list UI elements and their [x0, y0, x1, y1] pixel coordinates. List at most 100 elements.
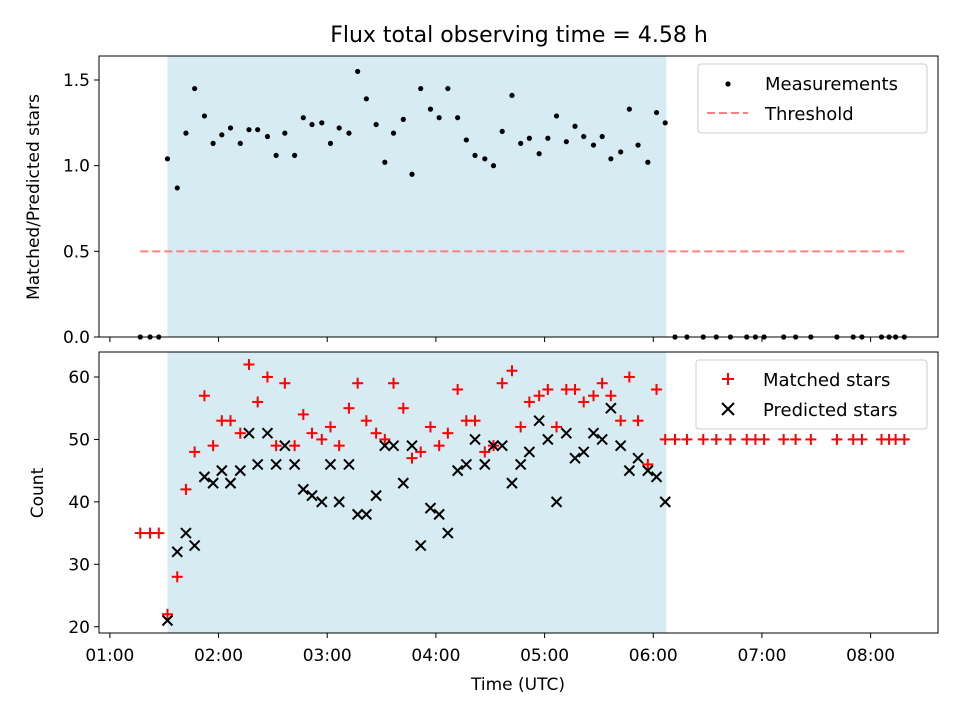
predicted-star-stroke	[180, 527, 192, 539]
predicted-star-point	[397, 477, 410, 489]
chart-title: Flux total observing time = 4.58 h	[330, 23, 708, 48]
predicted-star-point	[479, 458, 491, 471]
counts-legend-box	[695, 359, 928, 430]
predicted-star-stroke	[632, 452, 644, 464]
predicted-star-stroke	[161, 614, 174, 627]
matched-star-point	[316, 433, 328, 445]
x-axis-label: Time (UTC)	[470, 675, 565, 695]
predicted-star-stroke	[642, 464, 654, 477]
matched-star-point	[379, 433, 391, 445]
ratio-x-axis	[109, 337, 872, 342]
predicted-star-point	[343, 458, 355, 471]
predicted-star-point	[496, 439, 508, 452]
predicted-star-stroke	[596, 433, 608, 446]
y-tick-label: 1.0	[63, 157, 90, 177]
predicted-star-point	[632, 452, 644, 464]
measurement-point	[237, 140, 243, 146]
measurement-point	[509, 92, 515, 99]
measurement-point	[545, 135, 551, 141]
measurement-point	[300, 115, 306, 121]
predicted-star-stroke	[542, 433, 554, 446]
matched-star-point	[856, 433, 868, 445]
matched-star-point	[587, 390, 599, 402]
counts-legend-predicted-label: Predicted stars	[763, 400, 897, 421]
predicted-star-point	[523, 446, 536, 458]
x-tick-label: 03:00	[303, 646, 352, 666]
matched-star-point	[632, 415, 644, 427]
predicted-star-point	[506, 477, 518, 489]
measurement-point	[373, 121, 379, 128]
matched-star-point	[306, 427, 318, 439]
counts-legend-matched-label: Matched stars	[763, 370, 890, 391]
matched-star-point	[669, 433, 681, 445]
matched-star-point	[225, 415, 237, 427]
predicted-star-point	[414, 539, 427, 552]
measurement-point	[445, 85, 451, 92]
matched-star-point	[790, 433, 802, 445]
predicted-star-stroke	[496, 439, 508, 452]
predicted-star-stroke	[188, 539, 201, 552]
measurement-point	[472, 152, 478, 158]
ratio-panel-frame	[98, 55, 939, 338]
predicted-star-stroke	[207, 477, 219, 489]
measurement-point	[590, 142, 597, 148]
predicted-star-stroke	[234, 464, 246, 477]
matched-star-point	[297, 408, 309, 420]
matched-star-point	[496, 377, 508, 389]
measurement-point	[183, 130, 189, 136]
measurement-point	[409, 171, 415, 177]
matched-star-point	[506, 365, 518, 377]
predicted-star-point	[207, 477, 219, 489]
predicted-star-stroke	[479, 458, 491, 471]
predicted-star-point	[161, 614, 174, 627]
ratio-panel-shade	[167, 56, 667, 337]
measurement-point	[309, 121, 315, 128]
measurement-point	[553, 113, 560, 119]
predicted-star-point	[514, 458, 527, 471]
measurement-point	[499, 128, 505, 134]
matched-star-point	[433, 440, 445, 452]
ratio-legend-threshold-label: Threshold	[764, 104, 854, 125]
predicted-star-point	[623, 464, 636, 477]
measurement-point	[201, 113, 208, 119]
predicted-star-point	[642, 464, 654, 477]
measurement-point	[246, 127, 252, 133]
predicted-star-stroke	[569, 452, 581, 464]
predicted-star-point	[578, 446, 590, 458]
matched-star-point	[681, 433, 693, 445]
predicted-star-point	[433, 508, 445, 521]
predicted-star-point	[542, 433, 554, 446]
predicted-star-stroke	[523, 446, 536, 458]
predicted-star-point	[533, 414, 545, 427]
measurement-point	[292, 152, 298, 158]
predicted-star-stroke	[514, 458, 527, 471]
predicted-star-point	[387, 439, 400, 452]
counts-panel-marks	[134, 358, 910, 627]
matched-star-point	[642, 458, 654, 470]
predicted-star-stroke	[451, 464, 464, 477]
measurement-point	[436, 115, 442, 121]
matched-star-point	[252, 396, 264, 408]
matched-star-point	[333, 440, 345, 452]
predicted-star-point	[614, 439, 627, 452]
ratio-legend-dot-marker	[725, 81, 731, 87]
measurement-point	[336, 125, 342, 131]
matched-star-point	[452, 383, 464, 395]
predicted-star-stroke	[360, 508, 373, 521]
x-tick-label: 06:00	[629, 646, 678, 666]
predicted-star-point	[297, 483, 310, 496]
predicted-star-stroke	[171, 546, 183, 558]
matched-star-point	[153, 527, 165, 539]
measurement-point	[273, 152, 279, 158]
y-tick-label: 30	[68, 555, 90, 575]
matched-star-point	[479, 446, 491, 458]
predicted-star-stroke	[406, 439, 418, 452]
predicted-star-stroke	[533, 414, 545, 427]
y-tick-label: 0.0	[63, 328, 90, 348]
measurement-point	[581, 133, 587, 140]
predicted-star-point	[379, 439, 391, 452]
predicted-star-point	[270, 458, 282, 471]
predicted-star-point	[261, 427, 274, 439]
matched-star-point	[171, 571, 183, 583]
